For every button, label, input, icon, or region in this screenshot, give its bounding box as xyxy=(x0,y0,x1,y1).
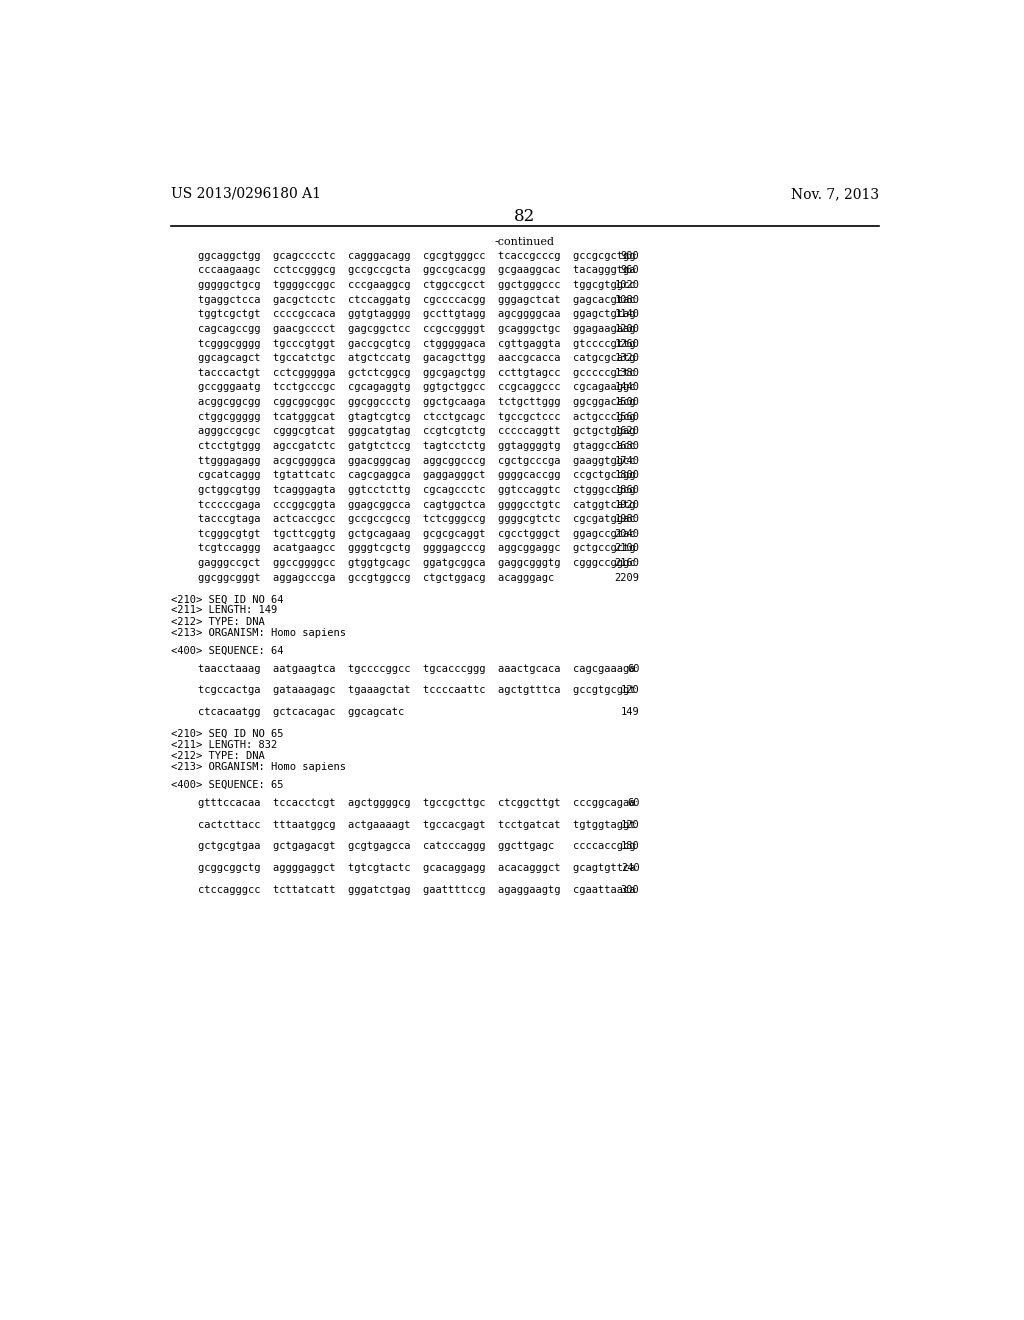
Text: 1320: 1320 xyxy=(614,354,640,363)
Text: US 2013/0296180 A1: US 2013/0296180 A1 xyxy=(171,187,321,201)
Text: <213> ORGANISM: Homo sapiens: <213> ORGANISM: Homo sapiens xyxy=(171,762,346,772)
Text: 1980: 1980 xyxy=(614,515,640,524)
Text: ctggcggggg  tcatgggcat  gtagtcgtcg  ctcctgcagc  tgccgctccc  actgcccgcg: ctggcggggg tcatgggcat gtagtcgtcg ctcctgc… xyxy=(198,412,635,421)
Text: cagcagccgg  gaacgcccct  gagcggctcc  ccgccggggt  gcagggctgc  ggagaagaag: cagcagccgg gaacgcccct gagcggctcc ccgccgg… xyxy=(198,323,635,334)
Text: tcgtccaggg  acatgaagcc  ggggtcgctg  ggggagcccg  aggcggaggc  gctgccgctg: tcgtccaggg acatgaagcc ggggtcgctg ggggagc… xyxy=(198,544,635,553)
Text: 60: 60 xyxy=(627,799,640,808)
Text: gctgcgtgaa  gctgagacgt  gcgtgagcca  catcccaggg  ggcttgagc   ccccaccgcg: gctgcgtgaa gctgagacgt gcgtgagcca catccca… xyxy=(198,841,635,851)
Text: <210> SEQ ID NO 64: <210> SEQ ID NO 64 xyxy=(171,594,283,605)
Text: <400> SEQUENCE: 64: <400> SEQUENCE: 64 xyxy=(171,645,283,656)
Text: 300: 300 xyxy=(621,884,640,895)
Text: gggggctgcg  tggggccggc  cccgaaggcg  ctggccgcct  ggctgggccc  tggcgtggcc: gggggctgcg tggggccggc cccgaaggcg ctggccg… xyxy=(198,280,635,290)
Text: ctcacaatgg  gctcacagac  ggcagcatc: ctcacaatgg gctcacagac ggcagcatc xyxy=(198,708,404,717)
Text: gctggcgtgg  tcagggagta  ggtcctcttg  cgcagccctc  ggtccaggtc  ctgggccgcg: gctggcgtgg tcagggagta ggtcctcttg cgcagcc… xyxy=(198,484,635,495)
Text: 1260: 1260 xyxy=(614,339,640,348)
Text: 2040: 2040 xyxy=(614,529,640,539)
Text: 1500: 1500 xyxy=(614,397,640,407)
Text: acggcggcgg  cggcggcggc  ggcggccctg  ggctgcaaga  tctgcttggg  ggcggacacg: acggcggcgg cggcggcggc ggcggccctg ggctgca… xyxy=(198,397,635,407)
Text: 120: 120 xyxy=(621,685,640,696)
Text: ttgggagagg  acgcggggca  ggacgggcag  aggcggcccg  cgctgcccga  gaaggtggcc: ttgggagagg acgcggggca ggacgggcag aggcggc… xyxy=(198,455,635,466)
Text: 960: 960 xyxy=(621,265,640,276)
Text: -continued: -continued xyxy=(495,238,555,247)
Text: 1620: 1620 xyxy=(614,426,640,437)
Text: 2209: 2209 xyxy=(614,573,640,582)
Text: 1380: 1380 xyxy=(614,368,640,378)
Text: 1860: 1860 xyxy=(614,484,640,495)
Text: ggcggcgggt  aggagcccga  gccgtggccg  ctgctggacg  acagggagc: ggcggcgggt aggagcccga gccgtggccg ctgctgg… xyxy=(198,573,554,582)
Text: 1680: 1680 xyxy=(614,441,640,451)
Text: 2160: 2160 xyxy=(614,558,640,568)
Text: gccgggaatg  tcctgcccgc  cgcagaggtg  ggtgctggcc  ccgcaggccc  cgcagaaggc: gccgggaatg tcctgcccgc cgcagaggtg ggtgctg… xyxy=(198,383,635,392)
Text: 900: 900 xyxy=(621,251,640,261)
Text: tggtcgctgt  ccccgccaca  ggtgtagggg  gccttgtagg  agcggggcaa  ggagctgtag: tggtcgctgt ccccgccaca ggtgtagggg gccttgt… xyxy=(198,309,635,319)
Text: gagggccgct  ggccggggcc  gtggtgcagc  ggatgcggca  gaggcgggtg  cgggccgggc: gagggccgct ggccggggcc gtggtgcagc ggatgcg… xyxy=(198,558,635,568)
Text: 149: 149 xyxy=(621,708,640,717)
Text: tcgccactga  gataaagagc  tgaaagctat  tccccaattc  agctgtttca  gccgtgcggt: tcgccactga gataaagagc tgaaagctat tccccaa… xyxy=(198,685,635,696)
Text: <212> TYPE: DNA: <212> TYPE: DNA xyxy=(171,616,264,627)
Text: 1740: 1740 xyxy=(614,455,640,466)
Text: 180: 180 xyxy=(621,841,640,851)
Text: 82: 82 xyxy=(514,209,536,226)
Text: tgaggctcca  gacgctcctc  ctccaggatg  cgccccacgg  gggagctcat  gagcacgtac: tgaggctcca gacgctcctc ctccaggatg cgcccca… xyxy=(198,294,635,305)
Text: ctcctgtggg  agccgatctc  gatgtctccg  tagtcctctg  ggtaggggtg  gtaggccacc: ctcctgtggg agccgatctc gatgtctccg tagtcct… xyxy=(198,441,635,451)
Text: 1140: 1140 xyxy=(614,309,640,319)
Text: ggcaggctgg  gcagcccctc  cagggacagg  cgcgtgggcc  tcaccgcccg  gccgcgctgg: ggcaggctgg gcagcccctc cagggacagg cgcgtgg… xyxy=(198,251,635,261)
Text: 2100: 2100 xyxy=(614,544,640,553)
Text: agggccgcgc  cgggcgtcat  gggcatgtag  ccgtcgtctg  cccccaggtt  gctgctggag: agggccgcgc cgggcgtcat gggcatgtag ccgtcgt… xyxy=(198,426,635,437)
Text: <212> TYPE: DNA: <212> TYPE: DNA xyxy=(171,751,264,760)
Text: ctccagggcc  tcttatcatt  gggatctgag  gaattttccg  agaggaagtg  cgaattaaca: ctccagggcc tcttatcatt gggatctgag gaatttt… xyxy=(198,884,635,895)
Text: 1020: 1020 xyxy=(614,280,640,290)
Text: Nov. 7, 2013: Nov. 7, 2013 xyxy=(791,187,879,201)
Text: tacccgtaga  actcaccgcc  gccgccgccg  tctcgggccg  ggggcgtctc  cgcgatggac: tacccgtaga actcaccgcc gccgccgccg tctcggg… xyxy=(198,515,635,524)
Text: 1920: 1920 xyxy=(614,499,640,510)
Text: 1200: 1200 xyxy=(614,323,640,334)
Text: 120: 120 xyxy=(621,820,640,830)
Text: 1080: 1080 xyxy=(614,294,640,305)
Text: <400> SEQUENCE: 65: <400> SEQUENCE: 65 xyxy=(171,780,283,791)
Text: gcggcggctg  aggggaggct  tgtcgtactc  gcacaggagg  acacagggct  gcagtgttca: gcggcggctg aggggaggct tgtcgtactc gcacagg… xyxy=(198,863,635,873)
Text: 240: 240 xyxy=(621,863,640,873)
Text: tcgggcgggg  tgcccgtggt  gaccgcgtcg  ctgggggaca  cgttgaggta  gtccccgttg: tcgggcgggg tgcccgtggt gaccgcgtcg ctggggg… xyxy=(198,339,635,348)
Text: 60: 60 xyxy=(627,664,640,675)
Text: <211> LENGTH: 149: <211> LENGTH: 149 xyxy=(171,606,276,615)
Text: tacccactgt  cctcggggga  gctctcggcg  ggcgagctgg  ccttgtagcc  gcccccgctc: tacccactgt cctcggggga gctctcggcg ggcgagc… xyxy=(198,368,635,378)
Text: gtttccacaa  tccacctcgt  agctggggcg  tgccgcttgc  ctcggcttgt  cccggcagaa: gtttccacaa tccacctcgt agctggggcg tgccgct… xyxy=(198,799,635,808)
Text: tcccccgaga  cccggcggta  ggagcggcca  cagtggctca  ggggcctgtc  catggtcatg: tcccccgaga cccggcggta ggagcggcca cagtggc… xyxy=(198,499,635,510)
Text: cgcatcaggg  tgtattcatc  cagcgaggca  gaggagggct  ggggcaccgg  ccgctgccgg: cgcatcaggg tgtattcatc cagcgaggca gaggagg… xyxy=(198,470,635,480)
Text: 1560: 1560 xyxy=(614,412,640,421)
Text: tcgggcgtgt  tgcttcggtg  gctgcagaag  gcgcgcaggt  cgcctgggct  ggagccgtac: tcgggcgtgt tgcttcggtg gctgcagaag gcgcgca… xyxy=(198,529,635,539)
Text: cccaagaagc  cctccgggcg  gccgccgcta  ggccgcacgg  gcgaaggcac  tacagggtga: cccaagaagc cctccgggcg gccgccgcta ggccgca… xyxy=(198,265,635,276)
Text: ggcagcagct  tgccatctgc  atgctccatg  gacagcttgg  aaccgcacca  catgcgcatg: ggcagcagct tgccatctgc atgctccatg gacagct… xyxy=(198,354,635,363)
Text: taacctaaag  aatgaagtca  tgccccggcc  tgcacccggg  aaactgcaca  cagcgaaaga: taacctaaag aatgaagtca tgccccggcc tgcaccc… xyxy=(198,664,635,675)
Text: 1800: 1800 xyxy=(614,470,640,480)
Text: <210> SEQ ID NO 65: <210> SEQ ID NO 65 xyxy=(171,729,283,739)
Text: cactcttacc  tttaatggcg  actgaaaagt  tgccacgagt  tcctgatcat  tgtggtaggt: cactcttacc tttaatggcg actgaaaagt tgccacg… xyxy=(198,820,635,830)
Text: <211> LENGTH: 832: <211> LENGTH: 832 xyxy=(171,739,276,750)
Text: <213> ORGANISM: Homo sapiens: <213> ORGANISM: Homo sapiens xyxy=(171,628,346,638)
Text: 1440: 1440 xyxy=(614,383,640,392)
